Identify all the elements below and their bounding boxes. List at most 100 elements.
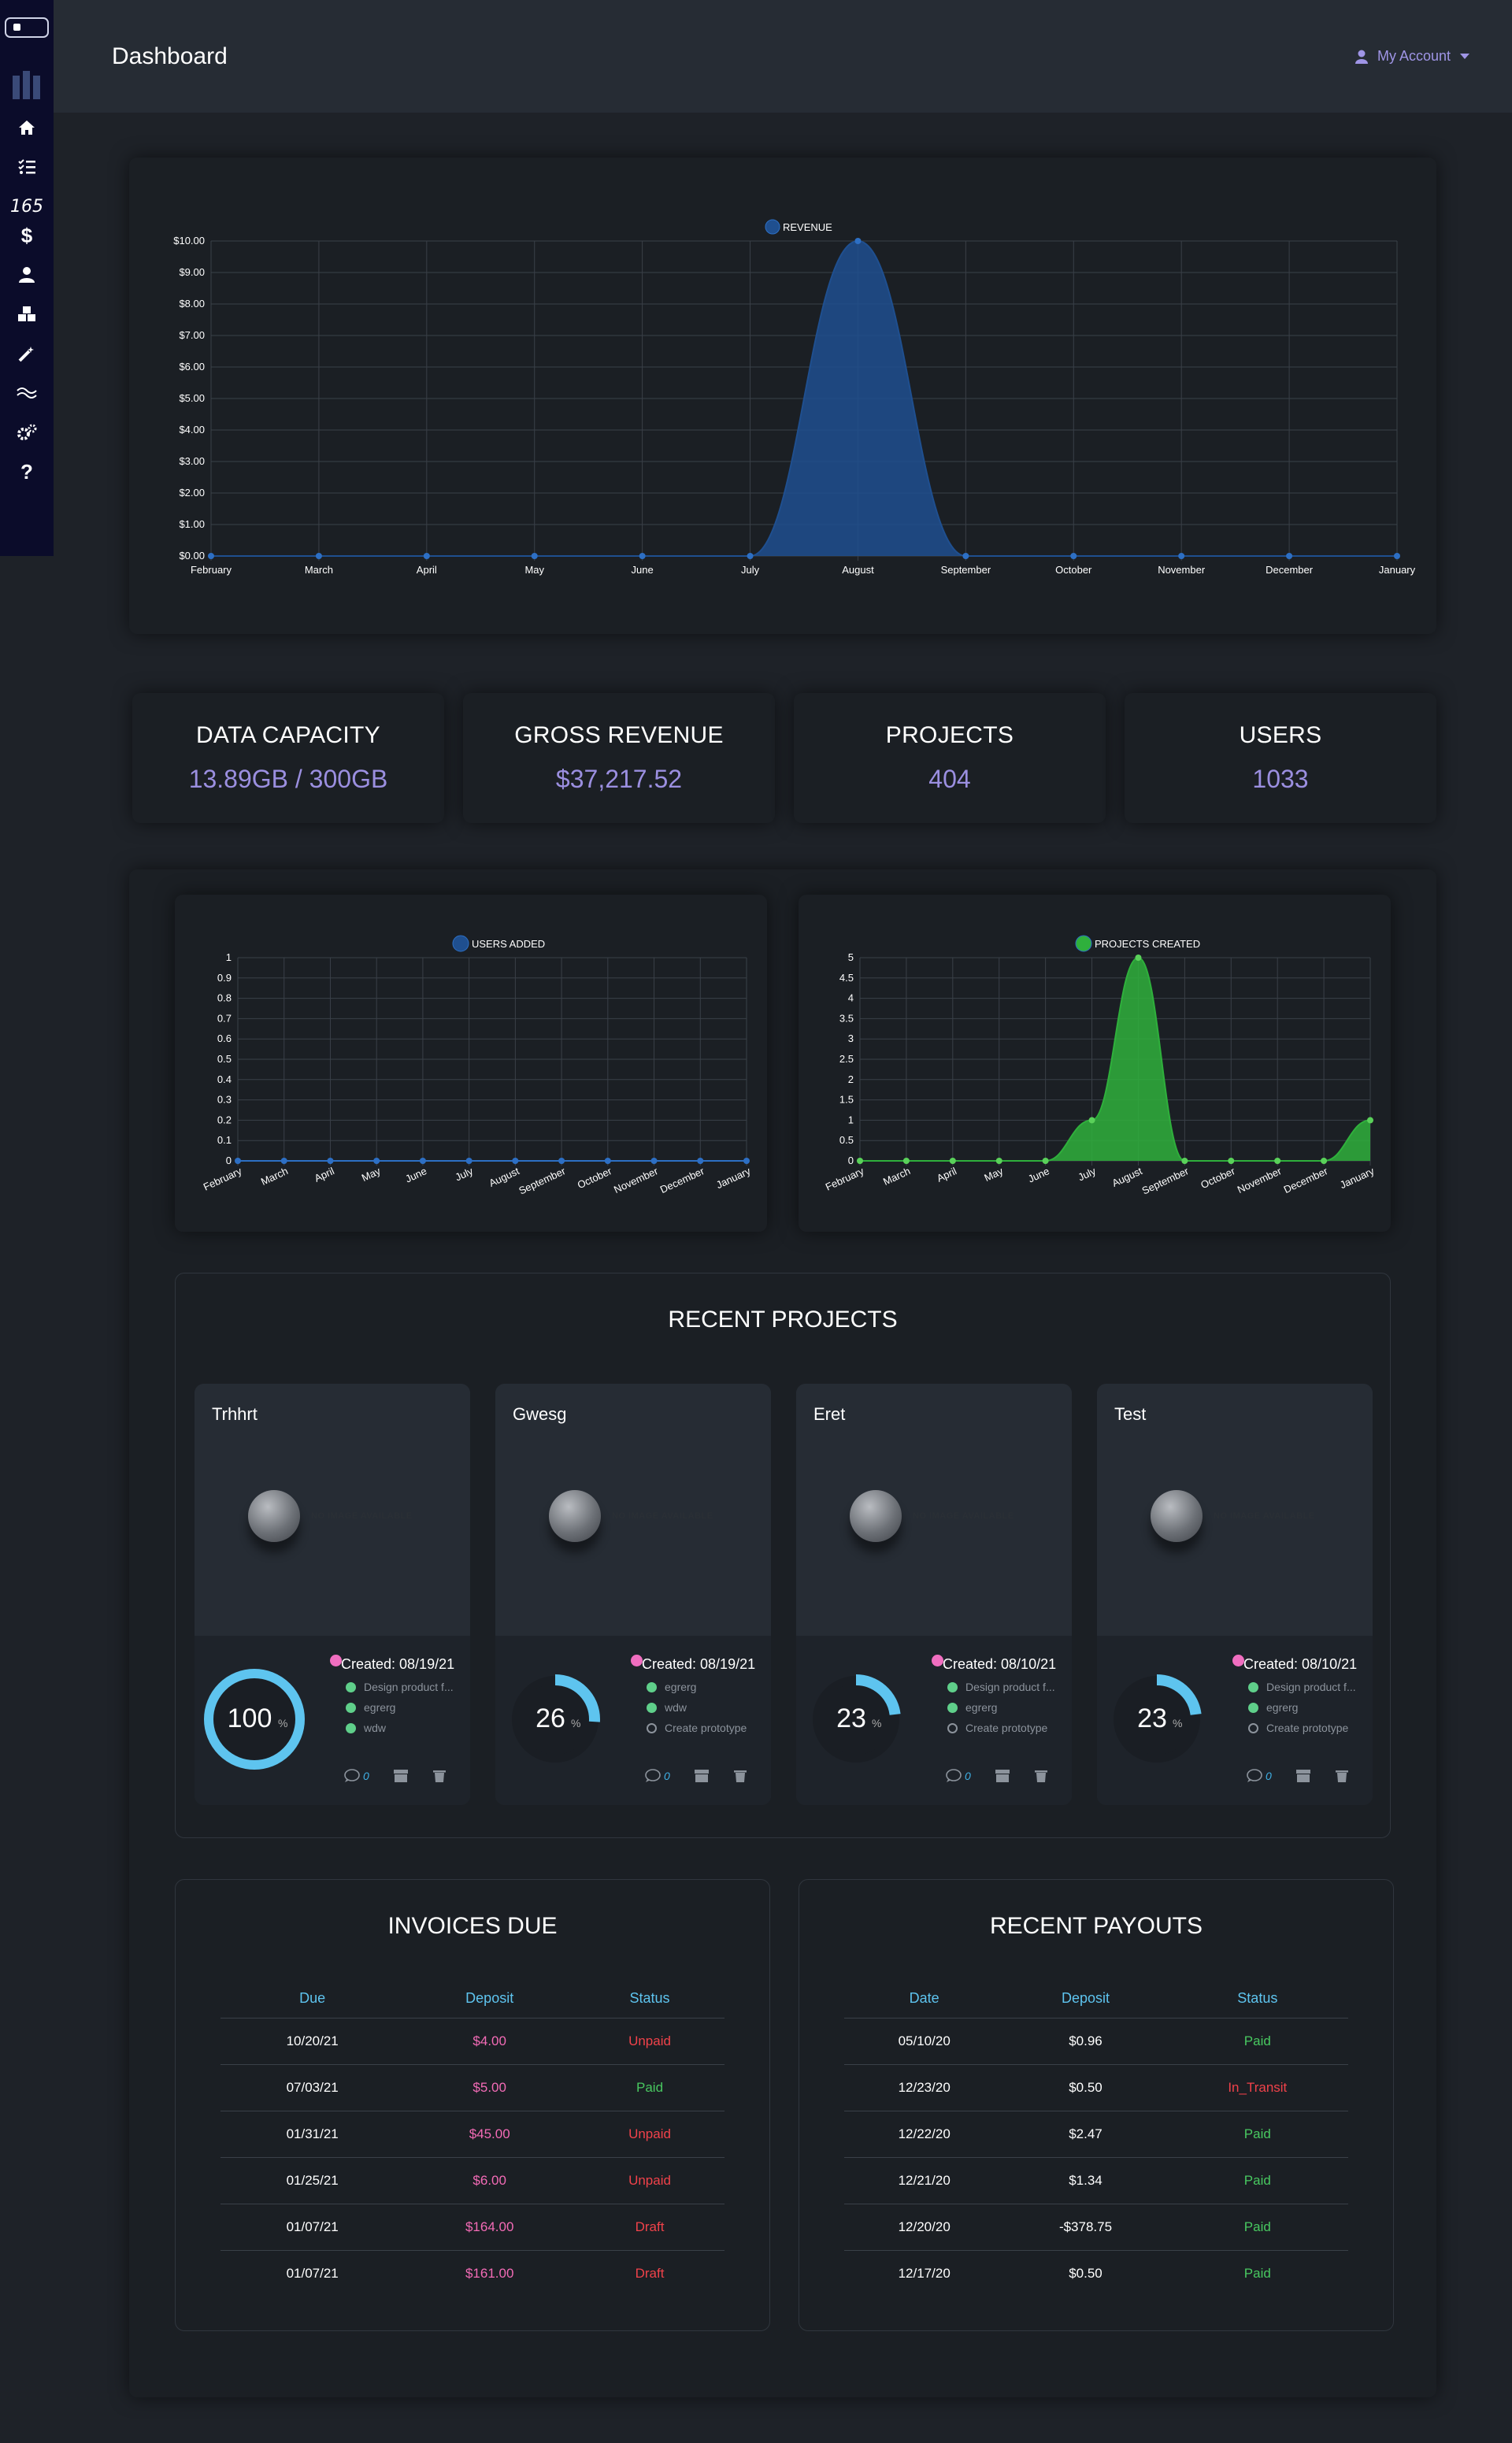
question-icon[interactable]: ?	[20, 459, 33, 484]
task-item[interactable]: egrerg	[947, 1701, 1056, 1714]
data-point[interactable]	[512, 1158, 519, 1164]
data-point[interactable]	[315, 553, 322, 559]
table-row[interactable]: 05/10/20 $0.96 Paid	[844, 2018, 1348, 2065]
task-item[interactable]: egrerg	[346, 1701, 454, 1714]
task-item[interactable]: egrerg	[1248, 1701, 1357, 1714]
magic-icon[interactable]	[14, 341, 39, 366]
data-point[interactable]	[604, 1158, 611, 1164]
archive-button[interactable]	[694, 1769, 710, 1783]
data-point[interactable]	[558, 1158, 565, 1164]
cubes-icon[interactable]	[14, 302, 39, 327]
data-point[interactable]	[1070, 553, 1077, 559]
task-item[interactable]: Create prototype	[647, 1722, 755, 1734]
user-icon[interactable]	[14, 262, 39, 287]
data-point[interactable]	[854, 238, 862, 244]
data-point[interactable]	[327, 1158, 334, 1164]
project-card[interactable]: Gwesg NO IMAGE AVAILABLE 26 % Created: 0…	[495, 1384, 771, 1805]
data-point[interactable]	[1321, 1158, 1328, 1164]
sidebar-toggle[interactable]	[5, 17, 49, 38]
data-point[interactable]	[962, 553, 969, 559]
data-point[interactable]	[747, 553, 754, 559]
table-row[interactable]: 01/07/21 $164.00 Draft	[220, 2204, 724, 2251]
task-item[interactable]: wdw	[346, 1722, 454, 1734]
cell-date: 01/07/21	[220, 2204, 405, 2251]
table-row[interactable]: 12/21/20 $1.34 Paid	[844, 2157, 1348, 2204]
wave-icon[interactable]	[14, 380, 39, 406]
cogs-icon[interactable]	[14, 420, 39, 445]
legend[interactable]: PROJECTS CREATED	[1075, 935, 1200, 952]
data-point[interactable]	[1178, 553, 1185, 559]
archive-button[interactable]	[1295, 1769, 1311, 1783]
column-header[interactable]: Due	[299, 1990, 326, 2006]
data-point[interactable]	[639, 553, 646, 559]
data-point[interactable]	[949, 1158, 956, 1164]
data-point[interactable]	[419, 1158, 426, 1164]
data-point[interactable]	[1181, 1158, 1188, 1164]
data-point[interactable]	[1274, 1158, 1281, 1164]
project-card[interactable]: Trhhrt NO IMAGE AVAILABLE 100 % Created:…	[195, 1384, 470, 1805]
data-point[interactable]	[280, 1158, 287, 1164]
table-row[interactable]: 12/20/20 -$378.75 Paid	[844, 2204, 1348, 2251]
table-row[interactable]: 10/20/21 $4.00 Unpaid	[220, 2018, 724, 2065]
comments-button[interactable]: 0	[344, 1769, 369, 1783]
data-point[interactable]	[697, 1158, 704, 1164]
data-point[interactable]	[995, 1158, 1002, 1164]
project-card[interactable]: Eret NO IMAGE AVAILABLE 23 % Created: 08…	[796, 1384, 1072, 1805]
task-item[interactable]: Design product f...	[346, 1681, 454, 1693]
data-point[interactable]	[465, 1158, 472, 1164]
comments-button[interactable]: 0	[946, 1769, 971, 1783]
table-row[interactable]: 12/22/20 $2.47 Paid	[844, 2111, 1348, 2158]
delete-button[interactable]	[432, 1769, 447, 1783]
data-point[interactable]	[1394, 553, 1400, 559]
data-point[interactable]	[857, 1158, 863, 1164]
table-row[interactable]: 12/17/20 $0.50 Paid	[844, 2250, 1348, 2297]
data-point[interactable]	[208, 553, 214, 559]
data-point[interactable]	[1228, 1158, 1235, 1164]
comments-button[interactable]: 0	[645, 1769, 670, 1783]
archive-button[interactable]	[995, 1769, 1010, 1783]
data-point[interactable]	[1088, 1117, 1095, 1124]
legend[interactable]: USERS ADDED	[452, 935, 545, 952]
data-point[interactable]	[902, 1158, 910, 1164]
column-header[interactable]: Status	[1237, 1990, 1278, 2006]
task-item[interactable]: egrerg	[647, 1681, 755, 1693]
legend[interactable]: REVENUE	[765, 219, 832, 235]
delete-button[interactable]	[733, 1769, 747, 1783]
column-header[interactable]: Deposit	[1061, 1990, 1110, 2006]
table-row[interactable]: 07/03/21 $5.00 Paid	[220, 2064, 724, 2111]
archive-button[interactable]	[393, 1769, 409, 1783]
data-point[interactable]	[235, 1158, 241, 1164]
data-point[interactable]	[1286, 553, 1293, 559]
data-point[interactable]	[531, 553, 538, 559]
column-header[interactable]: Deposit	[465, 1990, 514, 2006]
data-point[interactable]	[1135, 955, 1142, 961]
home-icon[interactable]	[14, 115, 39, 140]
table-row[interactable]: 01/07/21 $161.00 Draft	[220, 2250, 724, 2297]
task-item[interactable]: Create prototype	[1248, 1722, 1357, 1734]
data-point[interactable]	[650, 1158, 658, 1164]
legend-swatch	[765, 219, 780, 235]
data-point[interactable]	[1042, 1158, 1049, 1164]
dollar-icon[interactable]: $	[20, 223, 33, 247]
task-item[interactable]: Design product f...	[947, 1681, 1056, 1693]
column-header[interactable]: Date	[909, 1990, 939, 2006]
data-point[interactable]	[373, 1158, 380, 1164]
task-label: egrerg	[665, 1681, 697, 1693]
column-header[interactable]: Status	[629, 1990, 670, 2006]
table-row[interactable]: 01/25/21 $6.00 Unpaid	[220, 2157, 724, 2204]
task-item[interactable]: Design product f...	[1248, 1681, 1357, 1693]
data-point[interactable]	[743, 1158, 750, 1164]
task-item[interactable]: Create prototype	[947, 1722, 1056, 1734]
delete-button[interactable]	[1335, 1769, 1349, 1783]
task-item[interactable]: wdw	[647, 1701, 755, 1714]
project-card[interactable]: Test NO IMAGE AVAILABLE 23 % Created: 08…	[1097, 1384, 1373, 1805]
delete-button[interactable]	[1034, 1769, 1048, 1783]
account-menu[interactable]: My Account	[1354, 48, 1469, 65]
table-row[interactable]: 01/31/21 $45.00 Unpaid	[220, 2111, 724, 2158]
data-point[interactable]	[1367, 1117, 1373, 1124]
x-tick-label: February	[202, 1165, 244, 1193]
table-row[interactable]: 12/23/20 $0.50 In_Transit	[844, 2064, 1348, 2111]
data-point[interactable]	[423, 553, 430, 559]
checklist-icon[interactable]	[14, 154, 39, 180]
comments-button[interactable]: 0	[1247, 1769, 1272, 1783]
